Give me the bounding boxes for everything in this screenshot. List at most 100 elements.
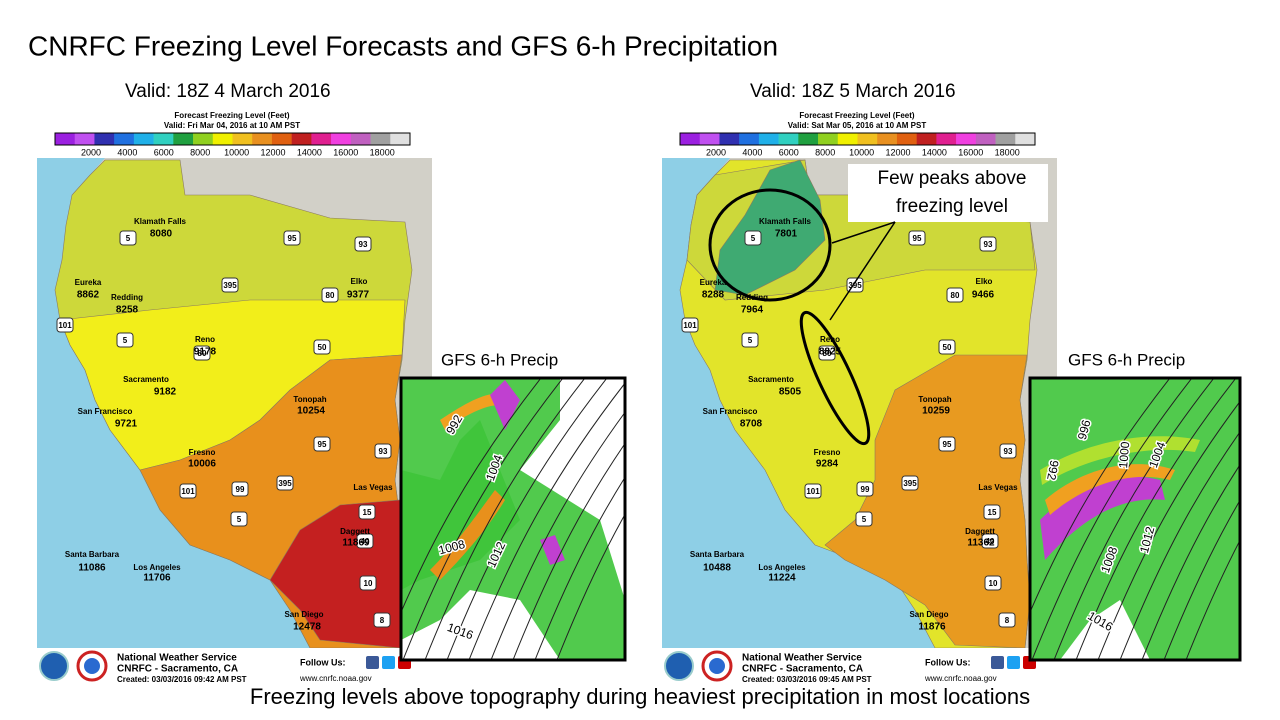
legend-swatch	[350, 133, 371, 145]
highway-shield	[855, 511, 873, 527]
annotation-arrow	[829, 221, 896, 321]
social-icon[interactable]	[382, 656, 395, 669]
legend-swatch	[232, 133, 253, 145]
contour-label: 996	[1075, 418, 1094, 441]
city-freezing-level: 8505	[779, 387, 802, 398]
legend-swatch	[74, 133, 95, 145]
city-name: Reno	[820, 335, 840, 344]
city-freezing-level: 10259	[922, 406, 950, 417]
social-icon[interactable]	[366, 656, 379, 669]
highway-number: 5	[123, 336, 128, 345]
slide-title: CNRFC Freezing Level Forecasts and GFS 6…	[28, 30, 778, 61]
highway-shield	[938, 436, 956, 452]
highway-number: 95	[288, 234, 297, 243]
highway-number: 15	[363, 508, 372, 517]
highway-number: 5	[237, 515, 242, 524]
valid-time: Valid: 18Z 5 March 2016	[750, 81, 956, 102]
legend-swatch	[680, 133, 701, 145]
heavy-precip	[1040, 436, 1200, 485]
panel: Valid: 18Z 4 March 2016 Forecast Freezing…	[37, 81, 627, 684]
legend-tick-label: 18000	[995, 147, 1020, 157]
pressure-contour	[1097, 400, 1240, 660]
highway-shield	[744, 230, 762, 246]
pressure-contour	[490, 411, 625, 660]
city-name: Elko	[976, 277, 993, 286]
legend-title: Forecast Freezing Level (Feet)	[174, 111, 289, 120]
highway-shield	[938, 339, 956, 355]
pressure-contour	[1075, 378, 1237, 660]
highway-shield	[313, 436, 331, 452]
heavy-precip	[440, 393, 505, 430]
pressure-contour	[1141, 463, 1240, 660]
footer-office: CNRFC - Sacramento, CA	[742, 664, 863, 675]
city-freezing-level: 7801	[775, 229, 798, 240]
inset-border	[399, 376, 627, 662]
pressure-contour	[1030, 378, 1171, 614]
social-icon[interactable]	[991, 656, 1004, 669]
highway-shield	[193, 345, 211, 361]
highway-shield	[116, 332, 134, 348]
highway-number: 395	[903, 479, 917, 488]
city-freezing-level: 11224	[768, 573, 796, 584]
legend-tick-label: 4000	[117, 147, 137, 157]
city-freezing-level: 11086	[78, 563, 106, 574]
city-name: Eureka	[75, 278, 102, 287]
legend-tick-label: 10000	[849, 147, 874, 157]
ocean	[662, 158, 935, 648]
heavy-precip	[490, 380, 520, 430]
city-freezing-level: 11869	[342, 538, 370, 549]
legend-tick-label: 12000	[885, 147, 910, 157]
city-name: Reno	[195, 335, 215, 344]
legend-tick-label: 10000	[224, 147, 249, 157]
legend-tick-label: 4000	[742, 147, 762, 157]
highway-shield	[979, 236, 997, 252]
city-freezing-level: 8080	[150, 229, 173, 240]
highway-shield	[179, 483, 197, 499]
highway-shield	[983, 504, 1001, 520]
pressure-contour	[512, 442, 625, 660]
highway-number: 99	[861, 485, 870, 494]
city-name: Las Vegas	[353, 483, 393, 492]
city-name: Elko	[351, 277, 368, 286]
highway-number: 5	[126, 234, 131, 243]
inset-border	[1028, 376, 1242, 662]
legend-swatch	[153, 133, 174, 145]
legend-bar-border	[679, 132, 1036, 146]
legend-swatch	[1015, 133, 1036, 145]
pressure-contour	[1053, 378, 1215, 660]
city-freezing-level: 8825	[819, 347, 842, 358]
city-freezing-level: 10488	[703, 563, 731, 574]
highway-number: 95	[318, 440, 327, 449]
highway-number: 395	[848, 281, 862, 290]
city-freezing-level: 7964	[741, 305, 764, 316]
city-name: Los Angeles	[758, 563, 806, 572]
footer-follow: Follow Us:	[300, 657, 346, 667]
highway-shield	[741, 332, 759, 348]
city-freezing-level: 11706	[143, 573, 171, 584]
inset-label: GFS 6-h Precip	[441, 350, 558, 369]
social-icon[interactable]	[1007, 656, 1020, 669]
pressure-contour	[1185, 539, 1240, 660]
highway-number: 10	[364, 579, 373, 588]
highway-shield	[119, 230, 137, 246]
caption: Freezing levels above topography during …	[250, 684, 1030, 709]
highway-number: 50	[318, 343, 327, 352]
highway-shield	[356, 533, 374, 549]
highway-shield	[221, 277, 239, 293]
legend-swatch	[837, 133, 858, 145]
city-name: San Francisco	[78, 407, 133, 416]
legend-tick-label: 12000	[260, 147, 285, 157]
legend-tick-label: 6000	[154, 147, 174, 157]
footer-url: www.cnrfc.noaa.gov	[299, 674, 372, 683]
highway-number: 15	[988, 508, 997, 517]
highway-number: 40	[986, 537, 995, 546]
footer-created: Created: 03/03/2016 09:45 AM PST	[742, 675, 872, 684]
highway-number: 101	[683, 321, 697, 330]
highway-number: 93	[1004, 447, 1013, 456]
highway-shield	[946, 287, 964, 303]
highway-shield	[818, 345, 836, 361]
legend-valid: Valid: Fri Mar 04, 2016 at 10 AM PST	[164, 121, 300, 130]
highway-shield	[230, 511, 248, 527]
highway-number: 93	[984, 240, 993, 249]
